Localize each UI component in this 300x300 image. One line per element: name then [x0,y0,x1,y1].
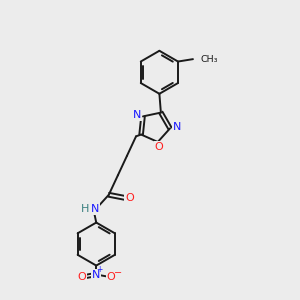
Text: −: − [114,268,122,278]
Text: N: N [92,269,100,280]
Text: O: O [77,272,86,282]
Text: O: O [125,193,134,203]
Text: O: O [154,142,164,152]
Text: +: + [97,265,103,274]
Text: N: N [91,204,100,214]
Text: N: N [133,110,141,120]
Text: O: O [106,272,115,282]
Text: H: H [81,204,90,214]
Text: CH₃: CH₃ [201,55,218,64]
Text: N: N [172,122,181,132]
